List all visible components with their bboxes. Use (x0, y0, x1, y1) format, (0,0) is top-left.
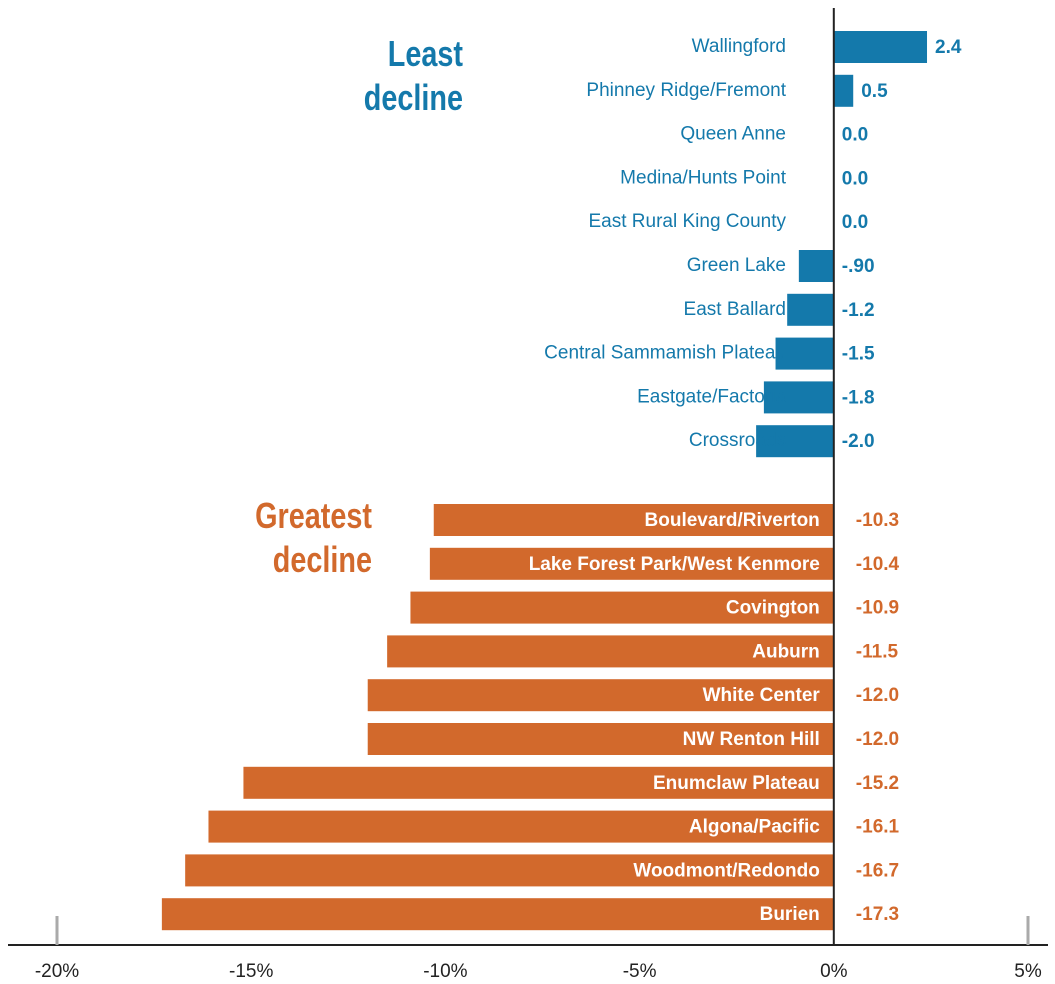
bar (367, 679, 834, 712)
bar (833, 31, 928, 63)
bar (433, 504, 834, 536)
value-label: -12.0 (856, 685, 899, 706)
value-label: -11.5 (856, 641, 899, 662)
group-annotation: Greatest decline (255, 495, 372, 580)
bar (161, 898, 834, 931)
value-label: -1.2 (842, 300, 875, 321)
category-label: Auburn (752, 641, 820, 662)
bar (756, 425, 834, 458)
x-tick-label: -20% (35, 961, 79, 982)
value-label: -2.0 (842, 431, 875, 452)
value-label: 0.0 (842, 168, 868, 189)
category-label: Woodmont/Redondo (633, 860, 819, 881)
bar (763, 381, 834, 414)
bar (798, 250, 834, 282)
value-label: 0.5 (861, 81, 888, 102)
x-tick-label: 0% (820, 961, 848, 982)
value-label: -10.3 (856, 510, 899, 531)
x-tick-label: 5% (1014, 961, 1042, 982)
value-label: -15.2 (856, 773, 899, 794)
x-tick-label: -5% (623, 961, 657, 982)
category-label: Phinney Ridge/Fremont (586, 80, 786, 101)
value-label: -16.7 (856, 860, 899, 881)
category-label: Boulevard/Riverton (645, 510, 820, 531)
value-label: 2.4 (935, 37, 962, 58)
category-label: Central Sammamish Plateau (544, 343, 786, 364)
category-label: Queen Anne (680, 124, 786, 145)
bar (185, 854, 834, 887)
category-label: Medina/Hunts Point (620, 167, 787, 188)
value-label: 0.0 (842, 212, 868, 233)
category-label: Wallingford (692, 36, 786, 57)
category-label: Eastgate/Factoria (637, 386, 786, 407)
value-label: -12.0 (856, 729, 899, 750)
category-label: Lake Forest Park/West Kenmore (529, 554, 820, 575)
bar (410, 591, 834, 624)
value-label: -1.5 (842, 344, 875, 365)
bar (387, 635, 834, 668)
category-label: Burien (760, 904, 820, 925)
category-label: East Rural King County (589, 211, 787, 232)
category-label: Green Lake (687, 255, 786, 276)
value-label: -16.1 (856, 817, 900, 838)
value-label: -1.8 (842, 387, 875, 408)
bar (429, 547, 834, 580)
category-label: Algona/Pacific (689, 817, 820, 838)
value-label: 0.0 (842, 125, 868, 146)
bar (787, 293, 834, 326)
category-label: East Ballard (684, 299, 786, 320)
bar (775, 337, 834, 370)
category-label: Covington (726, 598, 820, 619)
bar (208, 810, 834, 843)
category-label: Enumclaw Plateau (653, 773, 820, 794)
value-label: -.90 (842, 256, 875, 277)
bar (367, 723, 834, 755)
value-label: -10.9 (856, 598, 899, 619)
value-label: -10.4 (856, 554, 900, 575)
category-label: NW Renton Hill (683, 729, 820, 750)
bar (833, 74, 854, 107)
value-label: -17.3 (856, 904, 899, 925)
category-label: White Center (703, 685, 821, 706)
group-annotation: Least decline (363, 33, 463, 118)
category-label: Crossroads (689, 430, 786, 451)
bar (243, 766, 834, 799)
x-tick-label: -15% (229, 961, 273, 982)
x-tick-label: -10% (423, 961, 467, 982)
